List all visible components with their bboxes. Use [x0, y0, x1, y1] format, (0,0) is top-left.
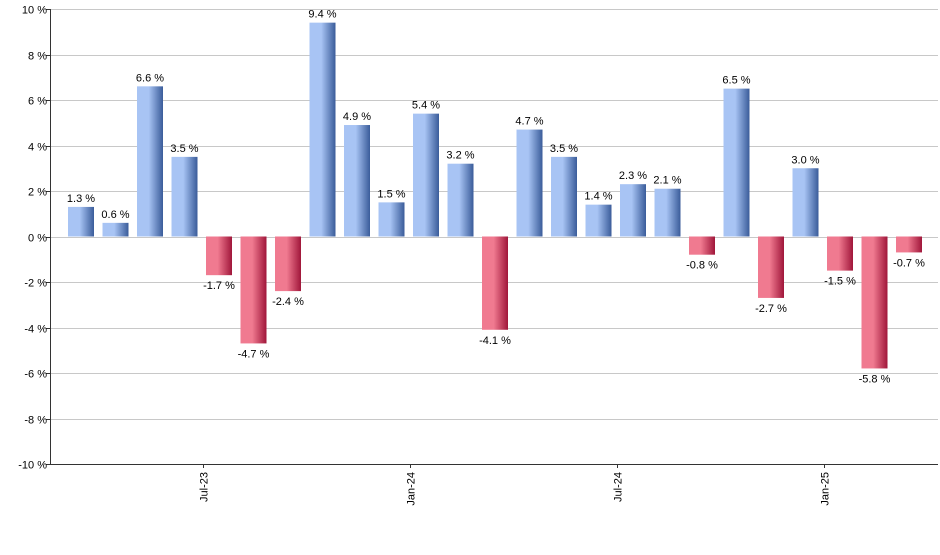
bar-negative: [896, 236, 922, 253]
y-tick-label: 0 %: [28, 233, 47, 245]
y-tick-label: 2 %: [28, 187, 47, 199]
bar-value-label: 3.2 %: [446, 150, 474, 162]
bar-positive: [447, 163, 474, 237]
bar-negative: [275, 236, 301, 292]
bar-value-label: 1.4 %: [584, 191, 612, 203]
bar-positive: [378, 202, 405, 237]
x-tick-label: Jul-23: [199, 472, 211, 502]
bar-positive: [413, 113, 439, 237]
y-tick-label: -10 %: [18, 460, 47, 472]
bar-value-label: 1.5 %: [377, 188, 405, 200]
bar-negative: [758, 236, 784, 298]
y-tick-label: -8 %: [24, 415, 47, 427]
bar-value-label: -0.8 %: [686, 260, 718, 272]
bar-positive: [723, 88, 750, 237]
x-tick-label: Jan-24: [406, 472, 418, 506]
bar-value-label: 4.7 %: [515, 116, 543, 128]
x-tick-label: Jul-24: [613, 472, 625, 502]
bar-value-label: 6.5 %: [722, 75, 750, 87]
bar-positive: [551, 156, 577, 237]
bar-negative: [240, 236, 267, 344]
y-tick-label: -6 %: [24, 369, 47, 381]
bar-positive: [171, 156, 198, 237]
bar-value-label: -2.7 %: [755, 303, 787, 315]
axes: 10 % 8 % 6 % 4 % 2 % 0 % -2 % -4 % -6 % -8 % -10 %…: [18, 5, 938, 506]
bar-value-label: -2.4 %: [272, 296, 304, 308]
bar-positive: [102, 222, 129, 237]
bar-value-label: -1.7 %: [203, 280, 235, 292]
bar-negative: [827, 236, 853, 271]
y-tick-label: 10 %: [22, 5, 47, 17]
bar-value-label: -5.8 %: [859, 373, 891, 385]
bar-value-label: 2.3 %: [619, 170, 647, 182]
value-labels: 1.3 % 0.6 % 6.6 % 3.5 % -1.7 % -4.7 % -2.4 % 9.…: [67, 9, 925, 386]
bar-positive: [654, 188, 681, 237]
bar-positive: [309, 22, 336, 237]
x-tick-label: Jan-25: [820, 472, 832, 506]
y-tick-label: 6 %: [28, 96, 47, 108]
bar-positive: [344, 125, 370, 237]
y-tick-label: 8 %: [28, 51, 47, 63]
bar-positive: [585, 204, 612, 237]
bar-positive: [620, 184, 646, 237]
bars: [68, 22, 922, 369]
bar-negative: [861, 236, 888, 369]
bar-value-label: 6.6 %: [136, 72, 164, 84]
bar-value-label: 1.3 %: [67, 193, 95, 205]
bar-positive: [68, 206, 94, 237]
bar-value-label: 3.5 %: [550, 143, 578, 155]
bar-negative: [689, 236, 715, 255]
bar-value-label: 9.4 %: [308, 9, 336, 21]
bar-value-label: -1.5 %: [824, 276, 856, 288]
bar-value-label: 3.5 %: [170, 143, 198, 155]
y-tick-label: 4 %: [28, 142, 47, 154]
bar-value-label: 4.9 %: [343, 111, 371, 123]
bar-value-label: -0.7 %: [893, 257, 925, 269]
bar-positive: [137, 86, 163, 237]
bar-value-label: 5.4 %: [412, 100, 440, 112]
bar-negative: [206, 236, 232, 276]
bar-negative: [482, 236, 508, 330]
bar-value-label: -4.7 %: [238, 348, 270, 360]
bar-value-label: 3.0 %: [791, 154, 819, 166]
bar-positive: [792, 168, 819, 237]
y-tick-label: -2 %: [24, 278, 47, 290]
bar-positive: [516, 129, 543, 237]
y-tick-label: -4 %: [24, 324, 47, 336]
bar-value-label: -4.1 %: [479, 335, 511, 347]
bar-value-label: 0.6 %: [101, 209, 129, 221]
bar-value-label: 2.1 %: [653, 175, 681, 187]
